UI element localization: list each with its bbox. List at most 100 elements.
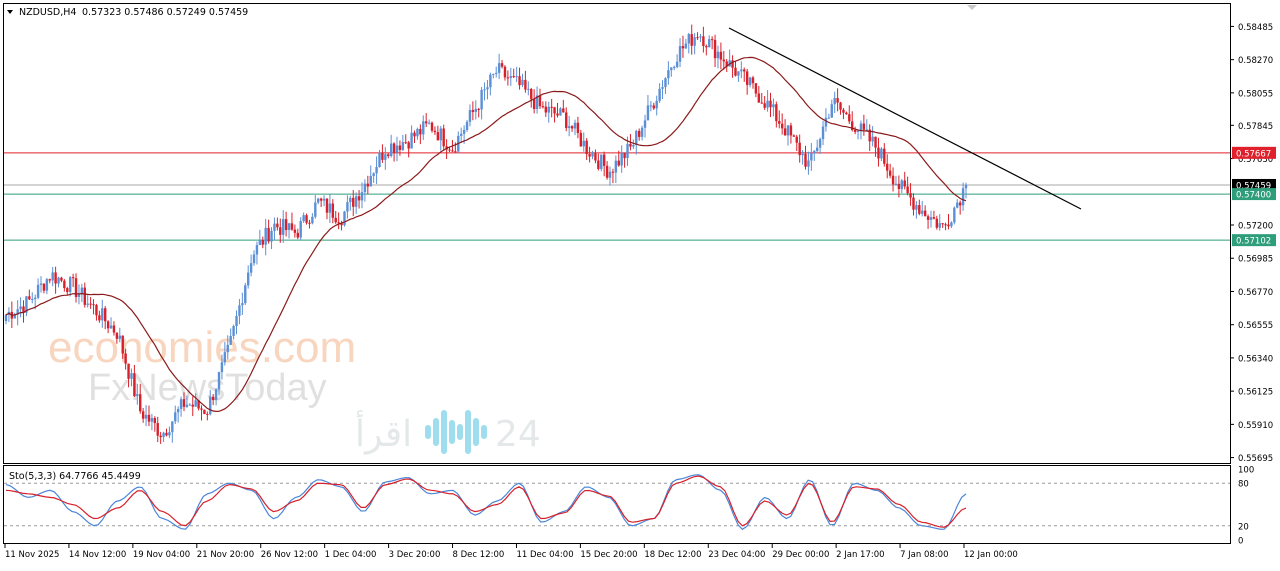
candle-body <box>833 98 836 105</box>
candle-body <box>824 117 828 127</box>
candle-body <box>352 197 355 207</box>
candle-body <box>141 411 145 419</box>
candlestick-series <box>4 24 968 444</box>
candle-body <box>331 203 335 218</box>
candle-body <box>112 325 116 333</box>
price-tick-label: 0.55910 <box>1238 421 1273 431</box>
candle-body <box>620 153 623 166</box>
candle-body <box>597 160 600 169</box>
candle-body <box>209 396 212 415</box>
candle-body <box>378 152 381 168</box>
candle-body <box>538 95 542 107</box>
candle-body <box>877 147 880 159</box>
candle-body <box>217 372 221 390</box>
candle-body <box>906 186 909 194</box>
trendline[interactable] <box>728 27 1082 210</box>
candle-body <box>845 112 848 115</box>
candle-body <box>492 73 495 75</box>
candle-body <box>387 154 390 157</box>
candle-body <box>512 76 515 78</box>
candle-body <box>398 145 402 150</box>
horizontal-levels <box>4 152 1230 241</box>
candle-body <box>159 435 162 438</box>
candle-body <box>900 180 904 189</box>
time-tick-label: 8 Dec 12:00 <box>453 550 505 560</box>
candle-body <box>690 34 693 46</box>
candle-body <box>667 70 670 79</box>
candle-body <box>86 303 89 305</box>
candle-body <box>211 396 215 400</box>
candle-body <box>369 176 372 187</box>
time-tick-label: 11 Nov 2025 <box>5 550 59 560</box>
candle-body <box>22 306 25 313</box>
candle-body <box>139 394 142 412</box>
candle-body <box>480 89 483 110</box>
scroll-marker-icon[interactable] <box>967 5 977 10</box>
candle-body <box>197 400 200 409</box>
candle-body <box>130 373 133 379</box>
candle-body <box>284 219 288 231</box>
candle-body <box>442 128 445 147</box>
candle-body <box>783 128 787 136</box>
price-tick-label: 0.56770 <box>1238 288 1273 298</box>
price-tick-label: 0.57630 <box>1238 155 1273 165</box>
time-tick-label: 3 Dec 20:00 <box>389 550 441 560</box>
candle-body <box>862 123 866 130</box>
candle-body <box>897 183 901 189</box>
candle-body <box>325 198 329 213</box>
price-label-text: 0.57400 <box>1236 191 1271 201</box>
candle-body <box>527 88 530 90</box>
candle-body <box>874 136 877 148</box>
candle-body <box>106 321 110 329</box>
candle-body <box>518 76 521 86</box>
candle-body <box>614 160 618 173</box>
candle-body <box>865 129 868 131</box>
candle-body <box>745 71 749 85</box>
candle-body <box>51 272 54 281</box>
price-label-box <box>1232 146 1276 159</box>
candle-body <box>500 63 504 67</box>
candle-body <box>489 74 492 88</box>
candle-body <box>766 100 769 108</box>
candle-body <box>101 308 104 321</box>
candle-body <box>579 132 583 147</box>
candle-body <box>530 88 533 100</box>
candle-body <box>430 122 434 131</box>
candle-body <box>381 152 384 160</box>
candle-body <box>532 99 536 110</box>
candle-body <box>95 304 98 316</box>
candle-body <box>929 217 933 220</box>
candle-body <box>772 104 775 108</box>
candle-body <box>60 277 63 281</box>
candle-body <box>748 77 752 85</box>
moving-average-line <box>5 56 967 413</box>
candle-body <box>591 153 594 157</box>
dropdown-arrow-icon[interactable] <box>7 10 13 14</box>
candle-body <box>486 87 489 90</box>
candle-body <box>465 121 469 130</box>
time-tick-label: 18 Dec 12:00 <box>644 550 701 560</box>
stoch-axis: 100 80 20 0 <box>1238 466 1254 547</box>
price-label-text: 0.57102 <box>1236 237 1271 247</box>
candle-body <box>734 67 737 76</box>
candle-body <box>71 277 75 279</box>
time-tick-label: 11 Dec 04:00 <box>516 550 573 560</box>
candle-body <box>961 188 965 206</box>
candle-body <box>156 423 159 436</box>
candle-body <box>448 149 451 151</box>
candle-body <box>276 223 279 228</box>
candle-body <box>410 132 413 149</box>
candle-body <box>13 314 16 319</box>
candle-body <box>238 305 241 316</box>
candle-body <box>436 132 440 141</box>
watermark-economies: economies.com <box>48 323 356 372</box>
candle-body <box>363 183 367 193</box>
candle-body <box>185 404 189 407</box>
price-label-box <box>1232 188 1276 201</box>
candle-body <box>19 306 22 310</box>
candle-body <box>395 145 399 153</box>
candle-body <box>544 106 548 113</box>
